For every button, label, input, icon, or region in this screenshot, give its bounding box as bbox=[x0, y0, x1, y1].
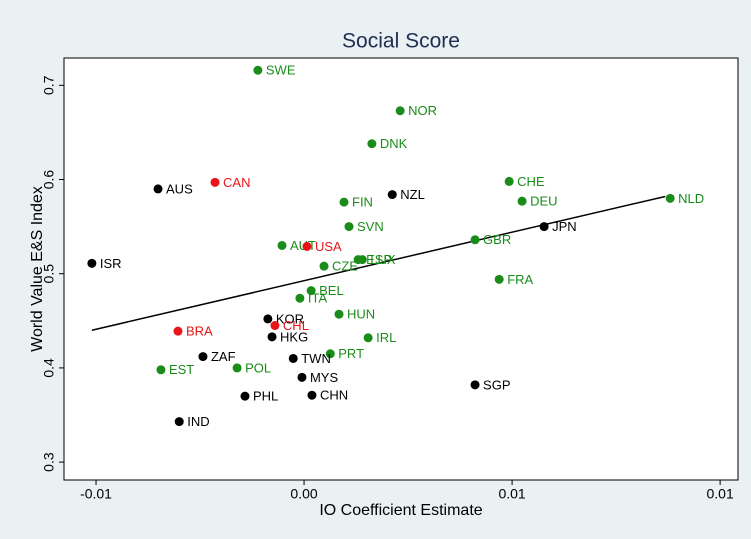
point bbox=[232, 363, 242, 373]
point bbox=[517, 196, 527, 206]
point-label: FRA bbox=[507, 272, 533, 287]
point bbox=[174, 417, 184, 427]
point bbox=[302, 241, 312, 251]
point bbox=[288, 353, 298, 363]
point bbox=[325, 349, 335, 359]
point bbox=[344, 222, 354, 232]
point bbox=[210, 177, 220, 187]
point-label: JPN bbox=[552, 219, 577, 234]
point bbox=[240, 391, 250, 401]
point-label: SVN bbox=[357, 219, 384, 234]
y-tick-label: 0.3 bbox=[41, 452, 57, 472]
point bbox=[270, 321, 280, 331]
point-label: BRA bbox=[186, 324, 213, 339]
point bbox=[173, 326, 183, 336]
point-label: CHE bbox=[517, 174, 545, 189]
point-label: AUS bbox=[166, 181, 193, 196]
point bbox=[665, 193, 675, 203]
point bbox=[306, 286, 316, 296]
point-label: IRL bbox=[376, 330, 396, 345]
point bbox=[297, 372, 307, 382]
point-label: SWE bbox=[266, 63, 296, 78]
point-label: MYS bbox=[310, 370, 339, 385]
point bbox=[253, 65, 263, 75]
point-label: ESP bbox=[366, 252, 392, 267]
point bbox=[263, 314, 273, 324]
point bbox=[156, 365, 166, 375]
point bbox=[539, 222, 549, 232]
point bbox=[198, 352, 208, 362]
point-label: NOR bbox=[408, 103, 437, 118]
point-label: USA bbox=[315, 239, 342, 254]
y-tick-label: 0.4 bbox=[41, 358, 57, 378]
x-tick-label: 0.00 bbox=[290, 486, 317, 502]
point bbox=[470, 380, 480, 390]
chart-title: Social Score bbox=[342, 30, 460, 53]
point-label: PHL bbox=[253, 389, 278, 404]
x-tick-label: -0.01 bbox=[80, 486, 112, 502]
point-label: POL bbox=[245, 360, 271, 375]
point bbox=[504, 176, 514, 186]
y-axis-label: World Value E&S Index bbox=[29, 186, 46, 352]
point bbox=[153, 184, 163, 194]
point bbox=[295, 293, 305, 303]
point-label: NLD bbox=[678, 191, 704, 206]
point bbox=[277, 240, 287, 250]
point-label: ISR bbox=[100, 256, 122, 271]
point-label: IND bbox=[187, 414, 209, 429]
point-label: CHN bbox=[320, 388, 348, 403]
point-label: DNK bbox=[380, 136, 408, 151]
point-label: NZL bbox=[400, 187, 425, 202]
point bbox=[367, 139, 377, 149]
point-label: ZAF bbox=[211, 349, 236, 364]
point bbox=[339, 197, 349, 207]
point bbox=[363, 333, 373, 343]
point-label: HUN bbox=[347, 307, 375, 322]
x-tick-label: 0.01 bbox=[498, 486, 525, 502]
point-label: KOR bbox=[276, 311, 304, 326]
y-tick-label: 0.7 bbox=[41, 75, 57, 95]
point-label: CHL bbox=[283, 318, 309, 333]
point bbox=[307, 390, 317, 400]
point bbox=[87, 258, 97, 268]
y-tick-label: 0.5 bbox=[41, 264, 57, 284]
point-label: FIN bbox=[352, 195, 373, 210]
point-label: CZE bbox=[332, 259, 358, 274]
point bbox=[494, 274, 504, 284]
y-tick-label: 0.6 bbox=[41, 170, 57, 190]
point-label: EST bbox=[169, 362, 194, 377]
point bbox=[334, 309, 344, 319]
point-label: TWN bbox=[301, 351, 331, 366]
point-label: HKG bbox=[280, 329, 308, 344]
point bbox=[395, 106, 405, 116]
point bbox=[357, 255, 367, 265]
point-label: SGP bbox=[483, 377, 510, 392]
point-label: LUX bbox=[370, 252, 396, 267]
point bbox=[319, 261, 329, 271]
point bbox=[470, 235, 480, 245]
point-label: ITA bbox=[308, 291, 328, 306]
point-label: CAN bbox=[223, 175, 250, 190]
point-label: PRT bbox=[338, 346, 364, 361]
point bbox=[267, 332, 277, 342]
plot-area bbox=[63, 57, 739, 481]
point-label: BEL bbox=[319, 283, 344, 298]
point-label: DEU bbox=[530, 194, 557, 209]
point-label: GBR bbox=[483, 232, 511, 247]
fit-line bbox=[91, 195, 666, 331]
x-tick-label: 0.01 bbox=[706, 486, 733, 502]
point bbox=[387, 190, 397, 200]
x-axis-label: IO Coefficient Estimate bbox=[319, 502, 482, 519]
